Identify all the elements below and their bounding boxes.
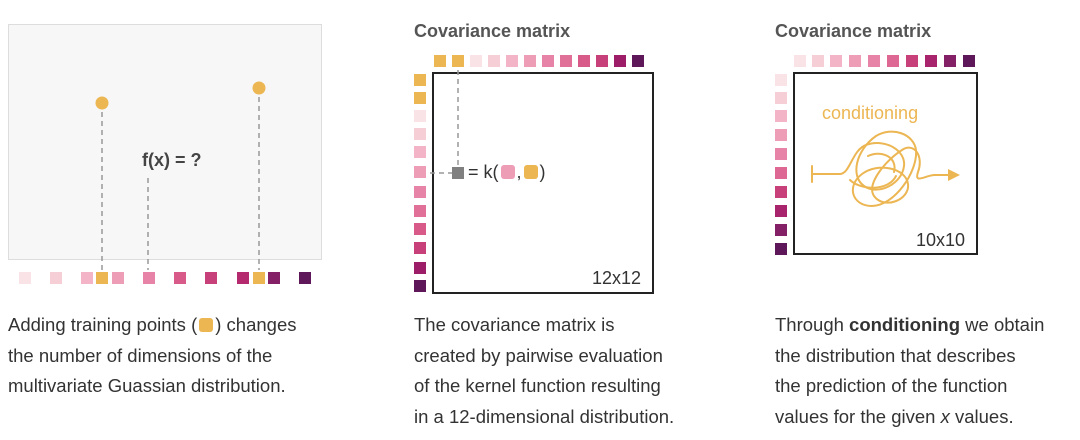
dim-square: [81, 272, 93, 284]
dim-square: [775, 167, 787, 179]
dim-square: [452, 55, 464, 67]
panel1-caption: Adding training points () changes the nu…: [8, 314, 297, 396]
dim-square: [414, 242, 426, 254]
dim-square: [414, 186, 426, 198]
dim-square: [414, 223, 426, 235]
pink-point-icon: [500, 165, 515, 179]
dim-square: [560, 55, 572, 67]
dim-square: [542, 55, 554, 67]
dim-square: [596, 55, 608, 67]
orange-point-icon: [523, 165, 538, 179]
function-label: f(x) = ?: [142, 150, 202, 170]
covariance-matrix-12: [432, 72, 654, 294]
dim-square-training: [96, 272, 108, 284]
dim-square: [414, 92, 426, 104]
dim-square: [830, 55, 842, 67]
kernel-expression: = k(,): [468, 162, 546, 182]
dim-square: [470, 55, 482, 67]
dim-square: [50, 272, 62, 284]
dim-square: [775, 74, 787, 86]
dim-square: [506, 55, 518, 67]
dim-square: [775, 148, 787, 160]
conditioning-scribble-icon: [811, 130, 960, 207]
dim-square: [614, 55, 626, 67]
dim-square: [174, 272, 186, 284]
dim-square: [578, 55, 590, 67]
matrix-cell: [452, 167, 464, 179]
dim-square: [414, 146, 426, 158]
training-point-stems: [95, 81, 266, 270]
plot-area: [8, 24, 322, 260]
matrix-size-label: 10x10: [916, 230, 966, 250]
dim-square: [963, 55, 975, 67]
dim-square: [414, 280, 426, 292]
dim-square: [775, 92, 787, 104]
dim-square: [775, 205, 787, 217]
dim-square: [849, 55, 861, 67]
dim-square: [434, 55, 446, 67]
dim-square: [488, 55, 500, 67]
dim-square: [414, 166, 426, 178]
dim-square: [794, 55, 806, 67]
covariance-matrix-10: [793, 72, 978, 255]
training-point-2: [252, 81, 266, 95]
dim-square: [775, 224, 787, 236]
dim-square: [632, 55, 644, 67]
training-point-icon: [199, 318, 214, 332]
dim-square: [205, 272, 217, 284]
dim-square: [775, 186, 787, 198]
dim-square: [524, 55, 536, 67]
dim-square: [268, 272, 280, 284]
dim-square-training: [253, 272, 265, 284]
dim-square: [775, 243, 787, 255]
dim-square: [812, 55, 824, 67]
panel3-caption: Through conditioning we obtain the distr…: [775, 314, 1045, 427]
training-point-1: [95, 96, 109, 110]
panel3-title: Covariance matrix: [775, 21, 932, 41]
dim-square: [414, 205, 426, 217]
dim-square: [868, 55, 880, 67]
dim-square: [775, 110, 787, 122]
dim-square: [112, 272, 124, 284]
dim-square: [237, 272, 249, 284]
dim-square: [887, 55, 899, 67]
dim-square: [944, 55, 956, 67]
panel-training-points: f(x) = ? Adding training points () chang…: [0, 0, 340, 440]
dim-square: [906, 55, 918, 67]
dim-square: [414, 128, 426, 140]
dim-square: [925, 55, 937, 67]
matrix-size-label: 12x12: [592, 268, 642, 288]
dim-square: [414, 262, 426, 274]
panel2-caption: The covariance matrix is created by pair…: [414, 314, 675, 427]
dim-square: [414, 110, 426, 122]
dim-square: [299, 272, 311, 284]
dim-square: [775, 129, 787, 141]
pairwise-guides: [430, 70, 459, 174]
dim-square: [143, 272, 155, 284]
dim-square: [19, 272, 31, 284]
conditioning-label: conditioning: [822, 103, 919, 123]
panel2-title: Covariance matrix: [414, 21, 571, 41]
dim-square: [414, 74, 426, 86]
